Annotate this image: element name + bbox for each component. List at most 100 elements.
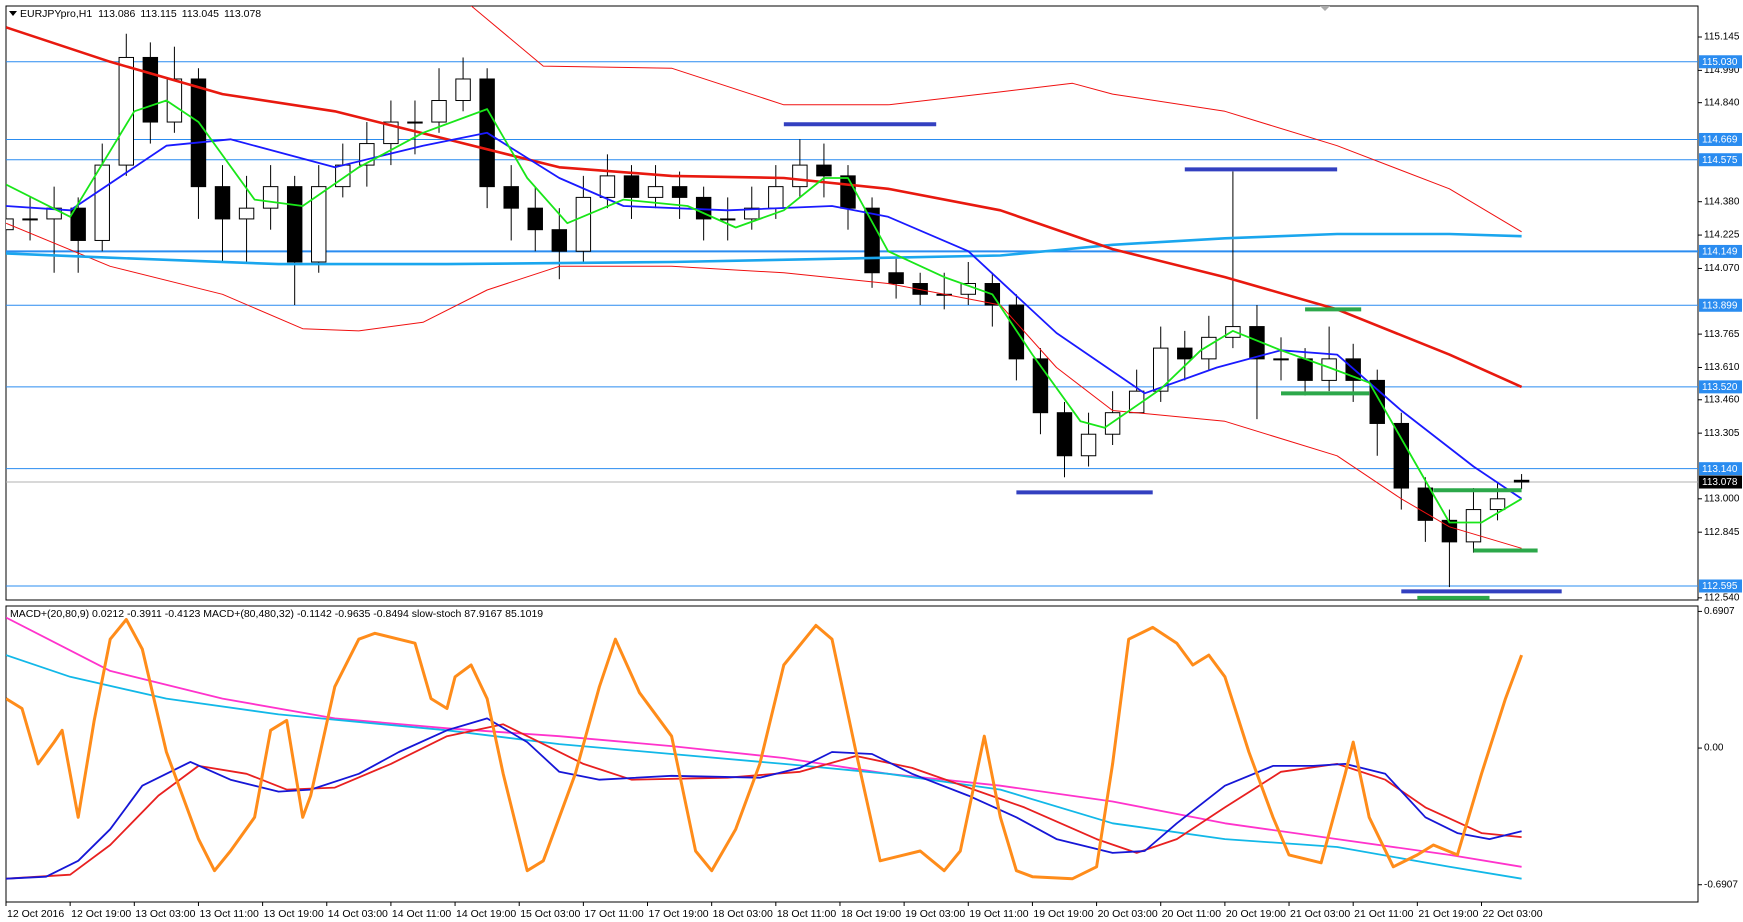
indicator-line bbox=[6, 654, 1522, 880]
level-label-box bbox=[1699, 380, 1742, 394]
x-tick-label: 18 Oct 11:00 bbox=[777, 908, 837, 920]
indicator-line bbox=[6, 99, 1523, 524]
plot-area bbox=[6, 616, 1524, 881]
macd-panel-frame bbox=[5, 605, 1699, 903]
y-tick-label: 114.990 bbox=[1704, 65, 1740, 76]
candle-body bbox=[551, 229, 568, 252]
candle-body bbox=[311, 186, 327, 263]
y-tick-label: 113.000 bbox=[1704, 493, 1740, 504]
level-label-box bbox=[1699, 132, 1742, 146]
x-tick-label: 20 Oct 11:00 bbox=[1162, 908, 1222, 920]
candle-body bbox=[864, 207, 880, 274]
candle-body bbox=[238, 207, 255, 220]
candle-body bbox=[1177, 347, 1193, 360]
candle-body bbox=[888, 272, 904, 285]
candle-body bbox=[286, 186, 303, 263]
indicator-line bbox=[6, 131, 1523, 500]
candle-body bbox=[744, 207, 760, 220]
level-label-box bbox=[1699, 579, 1742, 593]
y-tick-label: 0.00 bbox=[1704, 743, 1724, 754]
candle-body bbox=[214, 186, 231, 220]
y-tick-label: 113.610 bbox=[1704, 362, 1740, 373]
candle-body bbox=[1104, 412, 1121, 435]
x-tick-label: 13 Oct 03:00 bbox=[135, 908, 195, 920]
x-tick-label: 14 Oct 03:00 bbox=[328, 908, 388, 920]
candle-body bbox=[94, 164, 110, 241]
candle-body bbox=[22, 218, 38, 221]
header-value: 113.045 bbox=[182, 8, 219, 20]
last-price-box bbox=[1699, 475, 1742, 489]
x-tick-label: 19 Oct 19:00 bbox=[1033, 908, 1093, 920]
x-tick-label: 13 Oct 11:00 bbox=[199, 908, 259, 920]
header-value: 113.115 bbox=[140, 8, 177, 20]
x-tick-label: 19 Oct 03:00 bbox=[905, 908, 965, 920]
panel-menu-arrow bbox=[9, 11, 17, 16]
indicator-line bbox=[6, 717, 1522, 880]
x-tick-label: 21 Oct 03:00 bbox=[1290, 908, 1350, 920]
candle-body bbox=[840, 175, 856, 209]
y-tick-label: 114.225 bbox=[1704, 230, 1740, 241]
y-tick-label: 114.070 bbox=[1704, 263, 1740, 274]
level-label-box bbox=[1699, 153, 1742, 167]
level-label-box bbox=[1699, 298, 1742, 312]
candle-body bbox=[912, 283, 928, 295]
x-tick-label: 19 Oct 11:00 bbox=[969, 908, 1029, 920]
candle-body bbox=[1417, 487, 1434, 521]
y-tick-label: 113.765 bbox=[1704, 329, 1740, 340]
x-tick-label: 14 Oct 11:00 bbox=[392, 908, 452, 920]
x-tick-label: 21 Oct 11:00 bbox=[1354, 908, 1414, 920]
candle-body bbox=[431, 100, 447, 123]
candle-body bbox=[792, 164, 808, 188]
candle-body bbox=[1080, 433, 1097, 457]
indicator-line bbox=[470, 6, 1522, 233]
candle-body bbox=[623, 175, 640, 198]
candle-body bbox=[1513, 479, 1530, 483]
candle-body bbox=[70, 207, 86, 241]
x-tick-label: 22 Oct 03:00 bbox=[1482, 908, 1542, 920]
x-tick-label: 13 Oct 19:00 bbox=[264, 908, 324, 920]
x-tick-label: 17 Oct 11:00 bbox=[584, 908, 644, 920]
candle-body bbox=[407, 121, 423, 124]
candle-body bbox=[647, 186, 664, 198]
candle-body bbox=[118, 56, 135, 166]
scroll-marker bbox=[1320, 6, 1330, 11]
level-label: 114.669 bbox=[1702, 135, 1738, 146]
x-tick-label: 17 Oct 19:00 bbox=[649, 908, 709, 920]
panel-title: EURJPYpro,H1 bbox=[20, 8, 92, 20]
candle-body bbox=[1056, 412, 1073, 457]
candle-body bbox=[1153, 347, 1169, 392]
candle-body bbox=[1297, 358, 1313, 381]
x-tick-label: 15 Oct 03:00 bbox=[520, 908, 580, 920]
level-label-box bbox=[1699, 55, 1742, 69]
panel-title: MACD+(20,80,9) 0.0212 -0.3911 -0.4123 MA… bbox=[10, 608, 543, 620]
candle-body bbox=[190, 78, 207, 188]
indicator-line bbox=[6, 616, 1522, 868]
candle-body bbox=[768, 186, 784, 209]
candle-body bbox=[1441, 519, 1458, 543]
x-tick-label: 18 Oct 19:00 bbox=[841, 908, 901, 920]
level-label: 113.140 bbox=[1702, 464, 1738, 475]
indicator-line bbox=[6, 618, 1524, 881]
candle-body bbox=[1489, 498, 1506, 511]
y-tick-label: 113.305 bbox=[1704, 428, 1740, 439]
level-label: 113.899 bbox=[1702, 300, 1738, 311]
level-label: 112.595 bbox=[1702, 581, 1738, 592]
y-tick-label: 113.460 bbox=[1704, 394, 1740, 405]
level-label: 114.575 bbox=[1702, 155, 1738, 166]
price-panel-frame bbox=[5, 5, 1699, 601]
y-tick-label: 112.540 bbox=[1704, 592, 1740, 603]
y-tick-label: 114.380 bbox=[1704, 196, 1740, 207]
candle-body bbox=[455, 78, 471, 102]
candle-body bbox=[1273, 358, 1289, 361]
y-tick-label: -0.6907 bbox=[1704, 879, 1738, 890]
header-value: 113.078 bbox=[224, 8, 261, 20]
candle-body bbox=[527, 207, 543, 231]
candle-body bbox=[1393, 422, 1410, 489]
level-label: 113.520 bbox=[1702, 382, 1738, 393]
x-tick-label: 18 Oct 03:00 bbox=[713, 908, 773, 920]
y-tick-label: 115.145 bbox=[1704, 32, 1740, 43]
candle-body bbox=[262, 186, 279, 209]
